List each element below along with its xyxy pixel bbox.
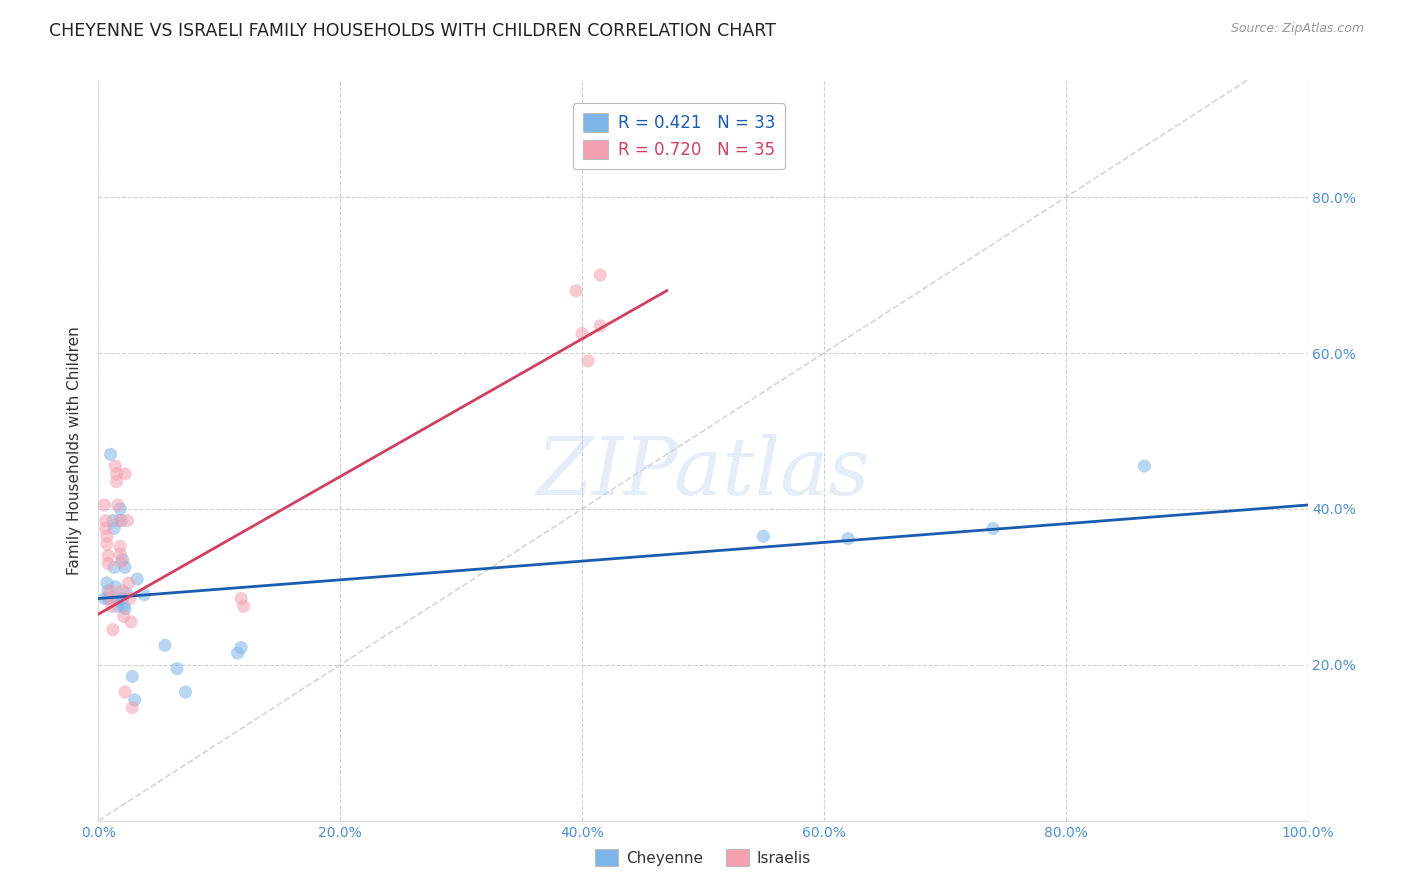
Point [174,685,197,699]
Point [96,576,118,591]
Point [96,537,118,551]
Point [166,662,188,676]
Point [103,521,125,535]
Point [103,560,125,574]
Point [107,498,129,512]
Point [108,547,131,561]
Point [229,640,252,655]
Point [127,572,149,586]
Point [120,615,142,629]
Point [97,591,120,606]
Point [114,601,136,615]
Point [114,685,136,699]
Point [117,514,139,528]
Text: ZIPatlas: ZIPatlas [536,434,870,511]
Point [576,354,599,368]
Point [153,638,176,652]
Text: Source: ZipAtlas.com: Source: ZipAtlas.com [1230,22,1364,36]
Point [101,623,124,637]
Point [107,599,129,614]
Point [111,591,134,606]
Point [114,467,136,481]
Point [981,521,1004,535]
Point [97,557,120,571]
Point [97,583,120,598]
Point [589,268,612,282]
Point [118,576,141,591]
Point [111,583,134,598]
Point [108,514,131,528]
Point [105,475,128,489]
Point [104,458,127,473]
Point [571,326,593,341]
Point [93,498,115,512]
Point [565,284,588,298]
Legend: Cheyenne, Israelis: Cheyenne, Israelis [589,843,817,872]
Point [121,700,143,714]
Point [108,539,131,553]
Point [100,447,122,461]
Point [93,591,115,606]
Point [118,591,141,606]
Point [837,532,859,546]
Point [112,609,135,624]
Point [121,669,143,683]
Point [97,549,120,563]
Point [115,586,138,600]
Point [100,583,122,598]
Point [100,591,122,606]
Point [101,514,124,528]
Point [105,591,128,606]
Y-axis label: Family Households with Children: Family Households with Children [67,326,83,574]
Point [124,693,146,707]
Point [232,599,254,614]
Point [105,467,128,481]
Point [96,529,118,543]
Point [112,599,135,614]
Point [226,646,249,660]
Point [108,502,131,516]
Point [110,555,132,569]
Point [94,521,117,535]
Point [104,580,127,594]
Point [94,514,117,528]
Text: CHEYENNE VS ISRAELI FAMILY HOUSEHOLDS WITH CHILDREN CORRELATION CHART: CHEYENNE VS ISRAELI FAMILY HOUSEHOLDS WI… [49,22,776,40]
Point [111,552,134,566]
Point [100,599,122,614]
Point [114,560,136,574]
Point [752,529,775,543]
Point [229,591,252,606]
Point [589,318,612,333]
Point [105,594,128,608]
Point [134,588,156,602]
Point [110,514,132,528]
Point [1133,458,1156,473]
